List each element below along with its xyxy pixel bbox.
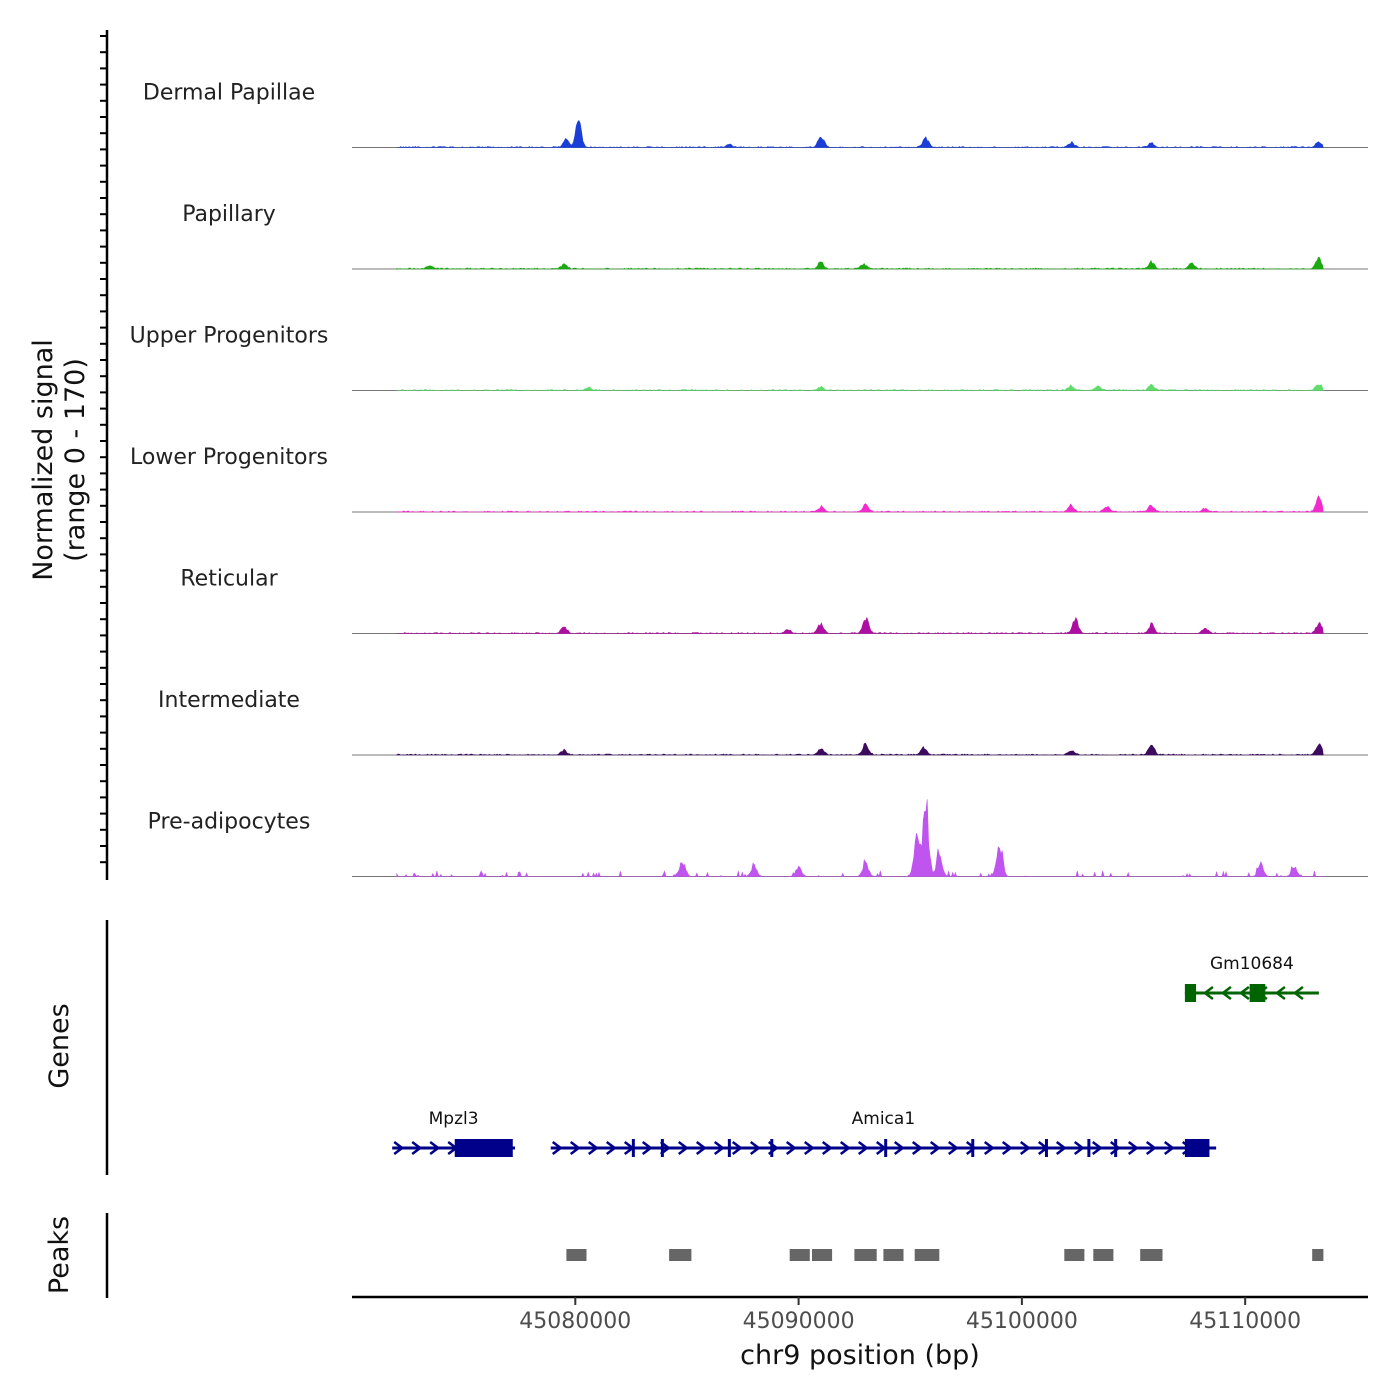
track-papillary: Papillary [182, 202, 1368, 270]
strand-arrow [1073, 1141, 1085, 1155]
strand-arrow [677, 1141, 689, 1155]
signal-area [396, 119, 1324, 148]
strand-arrow [1238, 986, 1250, 1000]
called-peak [1093, 1249, 1114, 1261]
strand-arrow [1109, 1141, 1121, 1155]
strand-arrow [1145, 1141, 1157, 1155]
strand-arrow [965, 1141, 977, 1155]
signal-area [396, 616, 1324, 634]
peaks-panel-title: Peaks [44, 1216, 75, 1294]
strand-arrow [1202, 986, 1214, 1000]
gene-annotation-panel: Gm10684 Mpzl3 Amica1 [392, 954, 1319, 1157]
strand-arrow [1091, 1141, 1103, 1155]
called-peak [789, 1249, 810, 1261]
x-axis-ticks: 45080000 45090000 45100000 45110000 [519, 1297, 1301, 1334]
signal-area [396, 256, 1324, 270]
strand-arrow [1220, 986, 1232, 1000]
exon [1184, 1139, 1210, 1157]
signal-area [396, 383, 1324, 391]
y-axis-title-line1: Normalized signal [28, 339, 59, 581]
strand-arrow [1019, 1141, 1031, 1155]
track-label: Dermal Papillae [143, 81, 315, 106]
strand-arrow [749, 1141, 761, 1155]
strand-arrow [821, 1141, 833, 1155]
strand-arrow [929, 1141, 941, 1155]
called-peak [854, 1249, 877, 1261]
strand-arrow [641, 1141, 653, 1155]
peaks-panel [566, 1249, 1324, 1261]
strand-arrow [695, 1141, 707, 1155]
signal-area [396, 495, 1324, 513]
gene-mpzl3: Mpzl3 [392, 1109, 516, 1157]
called-peak [883, 1249, 904, 1261]
strand-arrow [1127, 1141, 1139, 1155]
track-label: Upper Progenitors [130, 324, 329, 349]
strand-arrow [713, 1141, 725, 1155]
strand-arrow [803, 1141, 815, 1155]
called-peak [669, 1249, 692, 1261]
strand-arrow [605, 1141, 617, 1155]
x-tick-label: 45100000 [966, 1309, 1078, 1334]
strand-arrow [411, 1141, 423, 1155]
gene-gm10684: Gm10684 [1184, 954, 1319, 1002]
y-axis-title-line2: (range 0 - 170) [60, 358, 91, 562]
genes-panel-title: Genes [44, 1003, 75, 1088]
gene-label: Amica1 [852, 1109, 916, 1129]
signal-area [396, 799, 1324, 878]
signal-area [395, 742, 1324, 756]
gene-label: Gm10684 [1210, 954, 1294, 974]
strand-arrow [587, 1141, 599, 1155]
exon [1249, 984, 1266, 1002]
track-label: Pre-adipocytes [148, 810, 311, 835]
strand-arrow [785, 1141, 797, 1155]
called-peak [1140, 1249, 1163, 1261]
strand-arrow [569, 1141, 581, 1155]
strand-arrow [429, 1141, 441, 1155]
called-peak [1312, 1249, 1324, 1261]
called-peak [914, 1249, 940, 1261]
exon [1184, 984, 1197, 1002]
track-label: Papillary [182, 202, 276, 227]
track-upper-progenitors: Upper Progenitors [130, 324, 1368, 391]
x-tick-label: 45080000 [519, 1309, 631, 1334]
strand-arrow [1055, 1141, 1067, 1155]
track-lower-progenitors: Lower Progenitors [130, 445, 1368, 513]
strand-arrow [1274, 986, 1286, 1000]
signal-tracks: Dermal Papillae Papillary Upper Progenitor… [130, 81, 1368, 878]
x-tick-label: 45110000 [1189, 1309, 1301, 1334]
called-peak [566, 1249, 587, 1261]
track-reticular: Reticular [180, 567, 1368, 634]
strand-arrow [1001, 1141, 1013, 1155]
strand-arrow [1163, 1141, 1175, 1155]
called-peak [1064, 1249, 1085, 1261]
strand-arrow [551, 1141, 563, 1155]
strand-arrow [857, 1141, 869, 1155]
strand-arrow [731, 1141, 743, 1155]
strand-arrow [893, 1141, 905, 1155]
track-label: Lower Progenitors [130, 445, 328, 470]
gene-label: Mpzl3 [429, 1109, 479, 1129]
gene-amica1: Amica1 [550, 1109, 1217, 1157]
track-intermediate: Intermediate [158, 688, 1368, 756]
called-peak [812, 1249, 833, 1261]
signal-y-axis-ticks [100, 35, 107, 864]
x-axis-title: chr9 position (bp) [740, 1340, 980, 1371]
track-label: Reticular [180, 567, 278, 592]
strand-arrow [839, 1141, 851, 1155]
track-pre-adipocytes: Pre-adipocytes [148, 799, 1368, 878]
strand-arrow [983, 1141, 995, 1155]
strand-arrow [911, 1141, 923, 1155]
track-dermal-papillae: Dermal Papillae [143, 81, 1368, 148]
strand-arrow [1292, 986, 1304, 1000]
strand-arrow [947, 1141, 959, 1155]
strand-arrow [393, 1141, 405, 1155]
exon [454, 1139, 513, 1157]
x-tick-label: 45090000 [743, 1309, 855, 1334]
track-label: Intermediate [158, 688, 300, 713]
